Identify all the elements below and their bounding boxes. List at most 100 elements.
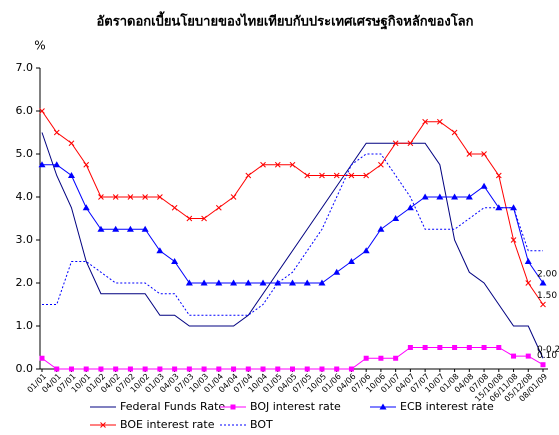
- marker: [406, 204, 414, 211]
- marker: [318, 279, 326, 286]
- y-tick-label: 4.0: [16, 190, 34, 203]
- marker: [333, 172, 340, 179]
- marker: [319, 172, 325, 179]
- marker: [362, 247, 370, 254]
- marker: [495, 172, 502, 179]
- marker: [466, 345, 472, 350]
- legend-label: Federal Funds Rate: [120, 400, 225, 413]
- marker: [363, 172, 370, 179]
- marker: [127, 194, 134, 200]
- marker: [98, 194, 104, 200]
- annotation: 2.00: [537, 270, 557, 280]
- marker: [185, 279, 193, 286]
- marker: [407, 345, 413, 350]
- marker: [539, 279, 547, 286]
- marker: [83, 366, 89, 372]
- marker: [422, 118, 428, 125]
- marker: [215, 279, 223, 286]
- marker: [421, 193, 429, 200]
- marker: [274, 161, 281, 168]
- y-axis-label: %: [34, 39, 45, 53]
- marker: [68, 140, 75, 147]
- annotation: 1.50: [537, 291, 557, 301]
- marker: [392, 215, 400, 221]
- legend-label: ECB interest rate: [400, 400, 494, 413]
- marker: [348, 366, 354, 372]
- y-tick-label: 5.0: [16, 147, 34, 160]
- marker: [100, 422, 106, 428]
- marker: [157, 194, 163, 200]
- annotation: 0-0.25: [537, 345, 559, 355]
- y-tick-label: 0.0: [16, 362, 34, 375]
- marker: [334, 366, 340, 372]
- series-markers: [39, 108, 546, 308]
- marker: [289, 161, 296, 168]
- marker: [289, 279, 296, 286]
- legend-label: BOJ interest rate: [250, 400, 341, 413]
- marker: [171, 258, 179, 264]
- series-markers: [38, 161, 547, 286]
- marker: [481, 151, 487, 157]
- marker: [201, 366, 207, 372]
- marker: [186, 366, 192, 372]
- series-markers: [39, 345, 546, 372]
- marker: [524, 258, 532, 264]
- marker: [465, 193, 473, 200]
- marker: [216, 366, 222, 372]
- marker: [481, 345, 487, 350]
- marker: [127, 366, 133, 372]
- marker: [112, 194, 119, 200]
- marker: [230, 279, 238, 286]
- annotation: 0.10: [537, 351, 557, 361]
- marker: [274, 279, 282, 286]
- series-line: [41, 347, 544, 370]
- marker: [451, 129, 458, 136]
- marker: [377, 225, 385, 232]
- marker: [510, 237, 517, 243]
- marker: [67, 172, 75, 178]
- series-line: [42, 164, 544, 284]
- marker: [304, 366, 310, 372]
- marker: [393, 355, 399, 361]
- marker: [200, 279, 208, 286]
- marker: [260, 366, 266, 372]
- y-tick-label: 3.0: [16, 233, 34, 246]
- series-line: [42, 153, 543, 316]
- marker: [436, 193, 444, 200]
- marker: [54, 366, 60, 372]
- marker: [53, 161, 61, 168]
- marker: [53, 129, 60, 136]
- marker: [333, 268, 341, 275]
- marker: [422, 345, 428, 350]
- marker: [525, 280, 532, 286]
- marker: [244, 279, 252, 286]
- marker: [112, 225, 120, 232]
- marker: [231, 366, 237, 372]
- marker: [392, 140, 399, 147]
- marker: [451, 193, 459, 200]
- marker: [540, 301, 546, 308]
- marker: [466, 151, 473, 157]
- marker: [142, 194, 149, 200]
- chart-title: อัตราดอกเบี้ยนโยบายของไทยเทียบกับประเทศเ…: [96, 11, 473, 31]
- marker: [304, 172, 311, 179]
- marker: [141, 225, 149, 232]
- marker: [407, 140, 414, 147]
- marker: [230, 404, 236, 410]
- marker: [378, 355, 384, 361]
- y-tick-label: 1.0: [16, 319, 34, 332]
- marker: [68, 366, 74, 372]
- marker: [215, 204, 222, 211]
- marker: [245, 366, 251, 372]
- marker: [186, 215, 193, 222]
- y-tick-label: 6.0: [16, 104, 34, 117]
- marker: [230, 194, 237, 200]
- marker: [113, 366, 119, 372]
- marker: [201, 215, 207, 222]
- marker: [39, 108, 45, 114]
- marker: [436, 118, 443, 125]
- marker: [38, 161, 46, 168]
- marker: [511, 353, 517, 359]
- marker: [525, 353, 531, 359]
